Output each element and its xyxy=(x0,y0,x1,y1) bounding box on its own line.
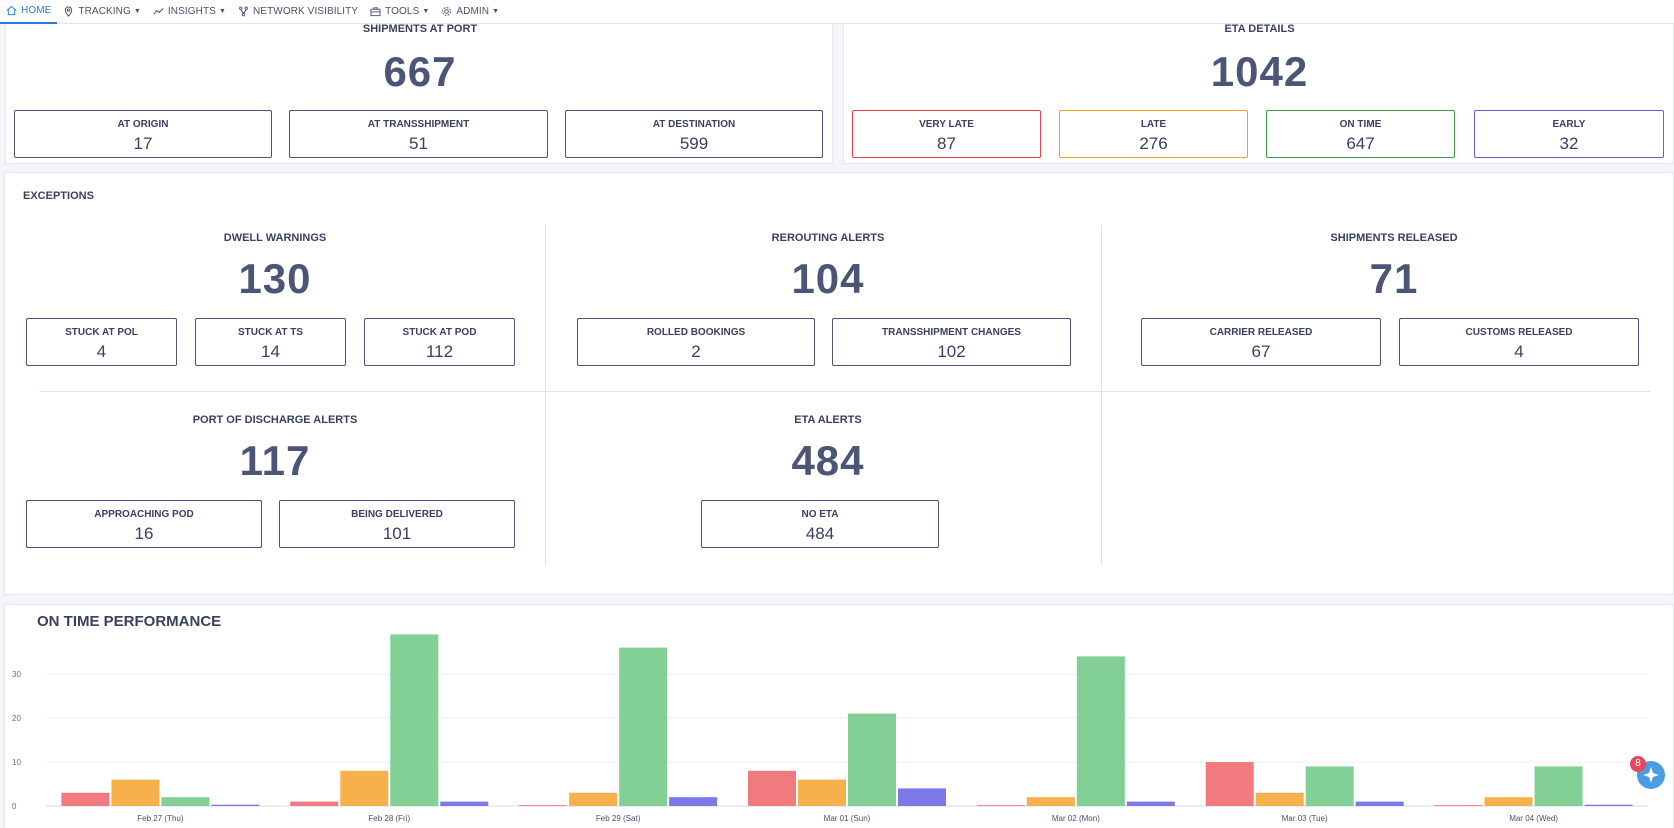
box-label: TRANSSHIPMENT CHANGES xyxy=(882,327,1021,338)
nav-admin[interactable]: ADMIN ▼ xyxy=(435,0,505,24)
box-label: STUCK AT POD xyxy=(402,327,477,338)
stuck-at-pol-box[interactable]: STUCK AT POL 4 xyxy=(26,318,177,366)
shipments-at-port-card: SHIPMENTS AT PORT 667 AT ORIGIN 17 AT TR… xyxy=(5,20,833,164)
customs-released-box[interactable]: CUSTOMS RELEASED 4 xyxy=(1399,318,1639,366)
dwell-warnings-total[interactable]: 130 xyxy=(238,255,312,302)
divider xyxy=(545,225,546,565)
shipments-at-port-total[interactable]: 667 xyxy=(383,48,457,95)
shipments-released-total[interactable]: 71 xyxy=(1369,255,1419,302)
toolbox-icon xyxy=(370,6,381,17)
nav-label: ADMIN xyxy=(456,6,490,17)
chevron-down-icon: ▼ xyxy=(422,8,430,15)
box-label: STUCK AT TS xyxy=(238,327,303,338)
eta-alerts-title: ETA ALERTS xyxy=(794,414,862,426)
nav-insights[interactable]: INSIGHTS ▼ xyxy=(147,0,232,24)
divider xyxy=(1101,225,1102,565)
stuck-at-ts-box[interactable]: STUCK AT TS 14 xyxy=(195,318,346,366)
rerouting-alerts-title: REROUTING ALERTS xyxy=(771,232,885,244)
early-box[interactable]: EARLY 32 xyxy=(1474,110,1664,158)
notification-badge[interactable]: 8 xyxy=(1630,756,1646,772)
chevron-down-icon: ▼ xyxy=(492,8,500,15)
nav-label: TRACKING xyxy=(78,6,131,17)
box-value: 484 xyxy=(805,524,835,543)
gear-icon xyxy=(441,6,452,17)
box-value: 14 xyxy=(261,342,280,361)
box-value: 4 xyxy=(96,342,107,361)
box-value: 67 xyxy=(1251,342,1271,361)
box-value: 32 xyxy=(1559,134,1579,153)
nav-label: TOOLS xyxy=(385,6,420,17)
assistant-icon xyxy=(1643,767,1659,783)
late-box[interactable]: LATE 276 xyxy=(1059,110,1248,158)
on-time-performance-card xyxy=(4,604,1674,828)
nav-label: INSIGHTS xyxy=(167,6,216,17)
transshipment-changes-box[interactable]: TRANSSHIPMENT CHANGES 102 xyxy=(832,318,1071,366)
location-pin-icon xyxy=(63,6,74,17)
box-value: 17 xyxy=(133,134,153,153)
box-label: AT DESTINATION xyxy=(652,119,736,130)
very-late-box[interactable]: VERY LATE 87 xyxy=(852,110,1041,158)
box-label: VERY LATE xyxy=(919,119,974,130)
dwell-warnings-title: DWELL WARNINGS xyxy=(223,232,327,244)
box-label: NO ETA xyxy=(801,509,839,520)
box-value: 16 xyxy=(134,524,154,543)
eta-alerts-total[interactable]: 484 xyxy=(791,437,865,484)
box-value: 2 xyxy=(691,342,701,361)
no-eta-box[interactable]: NO ETA 484 xyxy=(701,500,939,548)
eta-details-title: ETA DETAILS xyxy=(1224,23,1295,35)
nav-tools[interactable]: TOOLS ▼ xyxy=(364,0,435,24)
nav-network-visibility[interactable]: NETWORK VISIBILITY xyxy=(232,0,364,24)
divider xyxy=(40,391,1650,392)
box-label: STUCK AT POL xyxy=(65,327,138,338)
at-transshipment-box[interactable]: AT TRANSSHIPMENT 51 xyxy=(289,110,548,158)
box-label: ON TIME xyxy=(1339,119,1382,130)
box-value: 112 xyxy=(425,342,454,361)
box-label: ROLLED BOOKINGS xyxy=(646,327,746,338)
nav-tracking[interactable]: TRACKING ▼ xyxy=(57,0,147,24)
being-delivered-box[interactable]: BEING DELIVERED 101 xyxy=(279,500,515,548)
box-label: EARLY xyxy=(1552,119,1586,130)
box-label: AT ORIGIN xyxy=(117,119,169,130)
nav-label: NETWORK VISIBILITY xyxy=(252,6,359,17)
chart-title: ON TIME PERFORMANCE xyxy=(37,613,222,630)
box-value: 101 xyxy=(382,524,412,543)
rolled-bookings-box[interactable]: ROLLED BOOKINGS 2 xyxy=(577,318,815,366)
shipments-at-port-title: SHIPMENTS AT PORT xyxy=(362,23,478,35)
nav-label: HOME xyxy=(21,5,52,16)
trend-line-icon xyxy=(153,6,164,17)
box-value: 51 xyxy=(409,134,428,153)
network-icon xyxy=(238,6,249,17)
on-time-box[interactable]: ON TIME 647 xyxy=(1266,110,1455,158)
box-label: BEING DELIVERED xyxy=(351,509,443,520)
nav-home[interactable]: HOME xyxy=(0,0,58,24)
box-value: 102 xyxy=(937,342,966,361)
rerouting-alerts-total[interactable]: 104 xyxy=(791,255,865,302)
exceptions-card: EXCEPTIONS DWELL WARNINGS 130 STUCK AT P… xyxy=(4,172,1674,595)
at-destination-box[interactable]: AT DESTINATION 599 xyxy=(565,110,823,158)
shipments-released-title: SHIPMENTS RELEASED xyxy=(1330,232,1458,244)
pod-alerts-title: PORT OF DISCHARGE ALERTS xyxy=(192,414,358,426)
box-value: 276 xyxy=(1139,134,1168,153)
box-value: 4 xyxy=(1514,342,1524,361)
at-origin-box[interactable]: AT ORIGIN 17 xyxy=(14,110,272,158)
carrier-released-box[interactable]: CARRIER RELEASED 67 xyxy=(1141,318,1381,366)
approaching-pod-box[interactable]: APPROACHING POD 16 xyxy=(26,500,262,548)
box-label: CARRIER RELEASED xyxy=(1209,327,1313,338)
eta-details-card: ETA DETAILS 1042 VERY LATE 87 LATE 276 O… xyxy=(843,20,1674,164)
exceptions-title: EXCEPTIONS xyxy=(23,190,94,202)
box-label: APPROACHING POD xyxy=(94,509,194,520)
stuck-at-pod-box[interactable]: STUCK AT POD 112 xyxy=(364,318,515,366)
home-icon xyxy=(6,5,17,16)
box-value: 647 xyxy=(1346,134,1375,153)
chevron-down-icon: ▼ xyxy=(133,8,141,15)
top-nav: HOME TRACKING ▼ INSIGHTS ▼ NETWORK VISIBILITY… xyxy=(0,0,1674,24)
box-label: LATE xyxy=(1140,119,1167,130)
pod-alerts-total[interactable]: 117 xyxy=(239,437,311,484)
eta-details-total[interactable]: 1042 xyxy=(1210,48,1309,95)
chevron-down-icon: ▼ xyxy=(218,8,226,15)
box-value: 599 xyxy=(679,134,709,153)
box-label: AT TRANSSHIPMENT xyxy=(367,119,470,130)
box-label: CUSTOMS RELEASED xyxy=(1465,327,1573,338)
box-value: 87 xyxy=(937,134,956,153)
